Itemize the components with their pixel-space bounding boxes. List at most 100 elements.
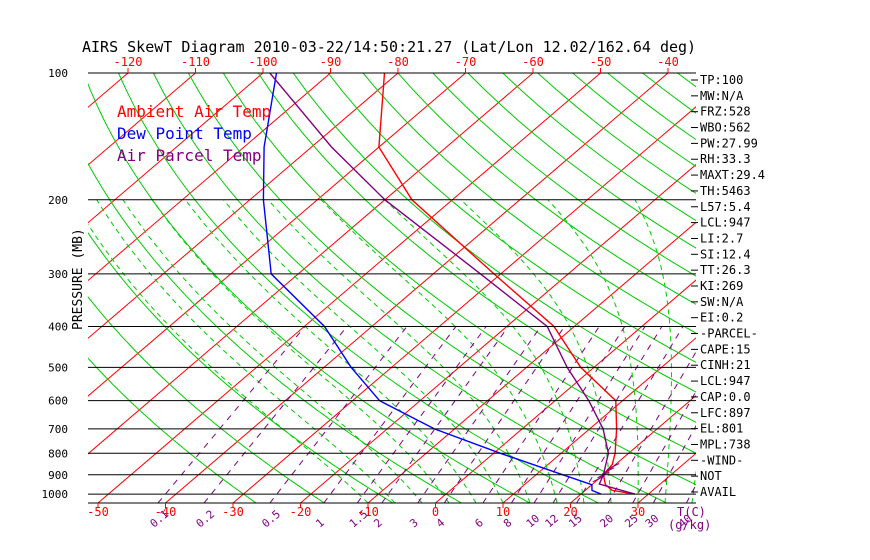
index-line: MPL:738 <box>700 437 751 451</box>
mixing-ratio-line <box>381 326 509 503</box>
mixing-ratio-line <box>417 326 542 503</box>
isotherm <box>88 73 466 397</box>
isotherm <box>88 73 264 224</box>
index-line: NOT <box>700 469 722 483</box>
isotherm <box>232 106 696 503</box>
mixing-ratio-line <box>607 350 696 503</box>
dry-adiabat <box>327 73 696 363</box>
bottom-temp-tick-label: -40 <box>155 505 177 519</box>
index-line: MAXT:29.4 <box>700 168 765 182</box>
wind-barb <box>592 475 605 483</box>
index-line: KI:269 <box>700 279 743 293</box>
mixing-ratio-line <box>576 326 684 503</box>
dry-adiabat <box>747 73 870 503</box>
index-line: CAPE:15 <box>700 342 751 356</box>
top-temp-tick-label: -90 <box>320 55 342 69</box>
bottom-temp-tick-label: -50 <box>87 505 109 519</box>
dry-adiabat <box>817 73 870 503</box>
dry-adiabat <box>362 73 696 334</box>
pressure-tick-label: 900 <box>48 469 68 482</box>
index-line: LFC:897 <box>700 406 751 420</box>
index-line: CINH:21 <box>700 358 751 372</box>
moist-adiabat <box>223 199 504 503</box>
moist-adiabat <box>88 223 369 503</box>
top-temp-tick-label: -60 <box>522 55 544 69</box>
dry-adiabat <box>88 296 325 503</box>
dry-adiabat <box>782 73 870 503</box>
top-temp-tick-label: -40 <box>657 55 679 69</box>
index-line: TP:100 <box>700 73 743 87</box>
wind-barb <box>602 467 615 475</box>
axes: 0.1 0.2 0.5 1 1.5 2 3 4 6 8 10 12 15 20 25 30 4010020030… <box>42 55 696 531</box>
dry-adiabat <box>852 73 870 503</box>
mixing-ratio-label: 0.2 <box>194 508 218 531</box>
isotherm <box>88 73 331 282</box>
mixing-ratio-label: 12 <box>543 512 562 530</box>
isotherm <box>88 73 534 455</box>
moist-adiabat <box>547 199 639 503</box>
wind-barb <box>606 463 620 470</box>
series-line-dew-point-temp <box>262 73 602 495</box>
isotherm <box>502 337 696 503</box>
mixing-ratio-label: 1 <box>313 516 326 530</box>
index-line: FRZ:528 <box>700 105 751 119</box>
isotherm <box>88 73 196 166</box>
mixing-ratio-label: 20 <box>597 512 616 530</box>
index-line: LCL:947 <box>700 216 751 230</box>
isotherm <box>88 73 129 108</box>
pressure-tick-label: 1000 <box>42 488 69 501</box>
mixing-ratio-label: 10 <box>524 512 543 530</box>
pressure-tick-label: 100 <box>48 67 68 80</box>
index-line: -PARCEL- <box>700 327 758 341</box>
legend-entry: Ambient Air Temp <box>117 102 271 121</box>
top-temp-tick-label: -100 <box>249 55 278 69</box>
moist-adiabat <box>185 199 477 503</box>
grid-lines <box>0 73 870 503</box>
y-axis-label: PRESSURE (MB) <box>71 228 86 330</box>
index-line: MW:N/A <box>700 89 744 103</box>
top-temp-tick-label: -110 <box>181 55 210 69</box>
index-line: RH:33.3 <box>700 152 751 166</box>
bottom-temp-tick-label: -30 <box>222 505 244 519</box>
isotherm <box>570 394 696 503</box>
top-temp-tick-label: -50 <box>590 55 612 69</box>
pressure-tick-label: 500 <box>48 361 68 374</box>
moist-adiabat <box>460 199 612 503</box>
moist-adiabat <box>151 199 450 503</box>
bottom-temp-tick-label: 0 <box>432 505 439 519</box>
index-line: LCL:947 <box>700 374 751 388</box>
x-axis-label: T(C) <box>677 505 706 519</box>
mixing-ratio-label: 30 <box>643 512 662 530</box>
index-line: L57:5.4 <box>700 200 751 214</box>
index-line: -WIND- <box>700 453 743 467</box>
legend: Ambient Air Temp Dew Point Temp Air Parcel… <box>117 102 271 165</box>
top-temp-tick-label: -70 <box>455 55 477 69</box>
mixing-ratio-label: 6 <box>472 516 485 530</box>
mixing-ratio-line <box>323 326 457 503</box>
index-line: PW:27.99 <box>700 136 758 150</box>
isotherm <box>435 279 696 503</box>
isotherm <box>97 73 601 503</box>
index-line: TT:26.3 <box>700 263 751 277</box>
isotherm <box>0 73 61 503</box>
isotherm <box>165 73 669 503</box>
moist-adiabat <box>96 199 396 503</box>
dry-adiabat <box>88 82 531 503</box>
dry-adiabat <box>118 73 599 503</box>
chart-title: AIRS SkewT Diagram 2010-03-22/14:50:21.2… <box>82 38 696 56</box>
legend-entry: Air Parcel Temp <box>117 146 262 165</box>
moist-adiabat <box>122 199 423 503</box>
pressure-tick-label: 600 <box>48 395 68 408</box>
isotherm <box>773 73 870 503</box>
index-line: EL:801 <box>700 422 743 436</box>
dry-adiabat <box>397 73 696 305</box>
mixing-ratio-line <box>157 326 306 503</box>
mixing-ratio-line <box>632 390 696 503</box>
bottom-temp-tick-label: 10 <box>496 505 510 519</box>
bottom-temp-tick-label: 30 <box>631 505 645 519</box>
mixing-ratio-line <box>356 326 487 503</box>
dry-adiabat <box>222 73 696 454</box>
pressure-tick-label: 700 <box>48 423 68 436</box>
pressure-tick-label: 200 <box>48 194 68 207</box>
